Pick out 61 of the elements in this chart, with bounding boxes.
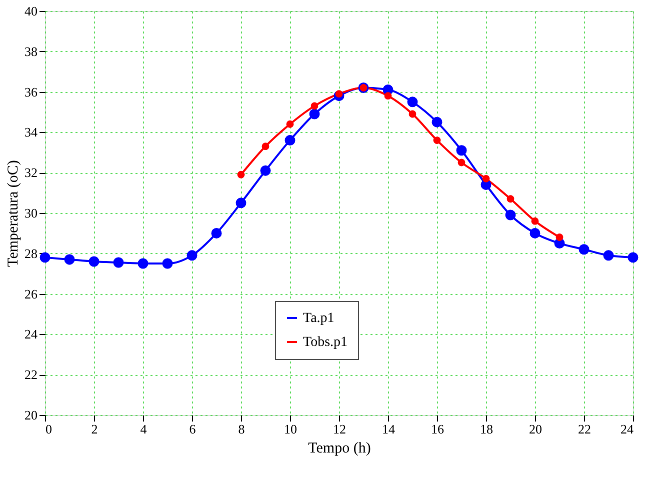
point bbox=[407, 96, 418, 108]
point bbox=[286, 120, 294, 128]
legend-label: Ta.p1 bbox=[303, 311, 334, 326]
x-tick-label: 12 bbox=[333, 422, 346, 436]
point bbox=[113, 257, 124, 268]
y-tick-label: 26 bbox=[24, 286, 38, 302]
point bbox=[310, 102, 318, 110]
y-tick-label: 22 bbox=[24, 367, 38, 382]
x-tick-label: 18 bbox=[480, 422, 493, 436]
point bbox=[506, 195, 514, 203]
point bbox=[628, 252, 638, 263]
y-tick-label: 20 bbox=[24, 408, 38, 422]
point bbox=[408, 110, 416, 118]
point bbox=[237, 170, 245, 178]
point bbox=[384, 92, 392, 100]
y-tick-label: 24 bbox=[24, 326, 38, 342]
x-tick-label: 2 bbox=[91, 422, 98, 436]
y-tick-label: 32 bbox=[24, 165, 38, 180]
x-tick-label: 0 bbox=[46, 422, 52, 436]
y-axis-title: Temperatura (oC) bbox=[6, 160, 22, 267]
legend-label: Tobs.p1 bbox=[303, 335, 348, 350]
point bbox=[138, 258, 148, 269]
point bbox=[531, 217, 539, 225]
point bbox=[556, 234, 564, 241]
x-tick-label: 22 bbox=[578, 422, 591, 436]
x-tick-label: 8 bbox=[238, 422, 245, 436]
point bbox=[456, 145, 467, 156]
x-tick-label: 10 bbox=[284, 422, 297, 436]
point bbox=[458, 158, 466, 166]
point bbox=[88, 256, 100, 267]
y-tick-label: 36 bbox=[24, 84, 38, 100]
point bbox=[309, 108, 320, 120]
x-tick-label: 20 bbox=[529, 422, 542, 436]
point bbox=[40, 252, 50, 263]
point bbox=[262, 142, 270, 150]
x-tick-label: 24 bbox=[620, 422, 634, 436]
point bbox=[433, 136, 441, 144]
point bbox=[578, 244, 590, 255]
x-tick-label: 4 bbox=[140, 422, 148, 436]
point bbox=[335, 90, 343, 98]
point bbox=[64, 254, 75, 265]
point bbox=[211, 228, 222, 238]
point bbox=[186, 250, 198, 261]
x-tick-label: 16 bbox=[431, 422, 444, 436]
y-tick-label: 30 bbox=[24, 206, 38, 220]
point bbox=[603, 250, 614, 261]
point bbox=[505, 210, 516, 220]
x-tick-label: 6 bbox=[189, 422, 196, 436]
x-tick-label: 14 bbox=[382, 422, 396, 436]
y-tick-label: 28 bbox=[24, 246, 38, 261]
point bbox=[482, 174, 490, 182]
point bbox=[530, 228, 540, 238]
y-tick-label: 34 bbox=[24, 124, 38, 140]
point bbox=[236, 198, 246, 208]
x-axis-title: Tempo (h) bbox=[308, 440, 371, 456]
point bbox=[284, 135, 296, 146]
y-tick-label: 38 bbox=[24, 44, 38, 59]
y-tick-label: 40 bbox=[24, 4, 38, 18]
point bbox=[260, 165, 271, 176]
point bbox=[162, 258, 173, 269]
point bbox=[432, 116, 442, 128]
